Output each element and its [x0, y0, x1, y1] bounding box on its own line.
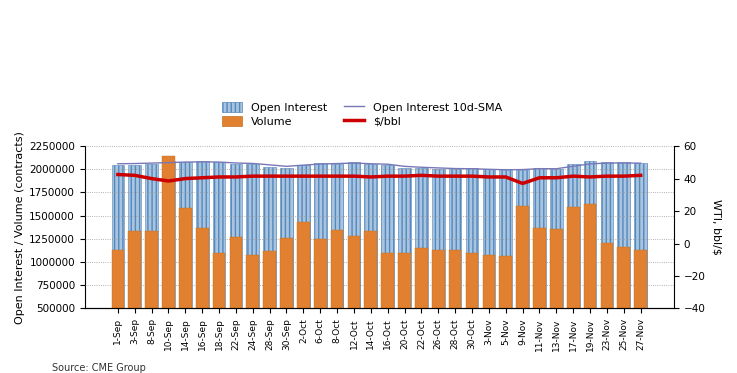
Bar [297, 164, 310, 308]
Bar [567, 207, 579, 308]
Bar [584, 204, 596, 308]
Bar [145, 164, 158, 308]
Bar [145, 231, 158, 308]
Bar [297, 222, 310, 308]
Bar [280, 168, 293, 308]
Bar [500, 170, 512, 308]
Bar [550, 229, 562, 308]
Bar [517, 170, 529, 308]
Bar [179, 208, 192, 308]
Bar [618, 247, 630, 308]
Bar [432, 169, 444, 308]
Bar [635, 250, 647, 308]
Bar [179, 162, 192, 308]
Bar [365, 164, 377, 308]
Bar [280, 238, 293, 308]
Bar [246, 255, 259, 308]
Bar [196, 162, 209, 308]
Legend: Open Interest, Volume, Open Interest 10d-SMA, $/bbl: Open Interest, Volume, Open Interest 10d… [220, 100, 504, 129]
Bar [381, 164, 394, 308]
Bar [533, 168, 546, 308]
Bar [331, 230, 343, 308]
Bar [331, 164, 343, 308]
Bar [230, 164, 242, 308]
Bar [432, 250, 444, 308]
Bar [263, 167, 276, 308]
Bar [128, 164, 141, 308]
Bar [263, 251, 276, 308]
Bar [230, 237, 242, 308]
Bar [213, 253, 226, 308]
Bar [483, 169, 495, 308]
Bar [162, 161, 175, 308]
Bar [483, 255, 495, 308]
Y-axis label: Open Interest / Volume (contracts): Open Interest / Volume (contracts) [15, 131, 25, 324]
Bar [196, 228, 209, 308]
Bar [550, 169, 562, 308]
Bar [533, 228, 546, 308]
Bar [618, 162, 630, 308]
Bar [213, 162, 226, 308]
Text: Source: CME Group: Source: CME Group [52, 363, 145, 373]
Bar [128, 231, 141, 308]
Bar [398, 168, 411, 308]
Bar [584, 161, 596, 308]
Bar [500, 256, 512, 308]
Bar [601, 162, 613, 308]
Bar [314, 239, 326, 308]
Bar [449, 250, 461, 308]
Bar [111, 250, 124, 308]
Bar [111, 164, 124, 308]
Bar [314, 163, 326, 308]
Bar [381, 253, 394, 308]
Bar [517, 206, 529, 308]
Bar [466, 253, 478, 308]
Bar [567, 164, 579, 308]
Bar [398, 253, 411, 308]
Bar [601, 242, 613, 308]
Bar [415, 248, 427, 308]
Bar [365, 231, 377, 308]
Bar [348, 236, 360, 308]
Bar [415, 168, 427, 308]
Bar [635, 163, 647, 308]
Bar [348, 162, 360, 308]
Bar [246, 164, 259, 308]
Bar [162, 156, 175, 308]
Y-axis label: WTI, bbl/$: WTI, bbl/$ [712, 199, 722, 255]
Bar [466, 168, 478, 308]
Bar [449, 169, 461, 308]
